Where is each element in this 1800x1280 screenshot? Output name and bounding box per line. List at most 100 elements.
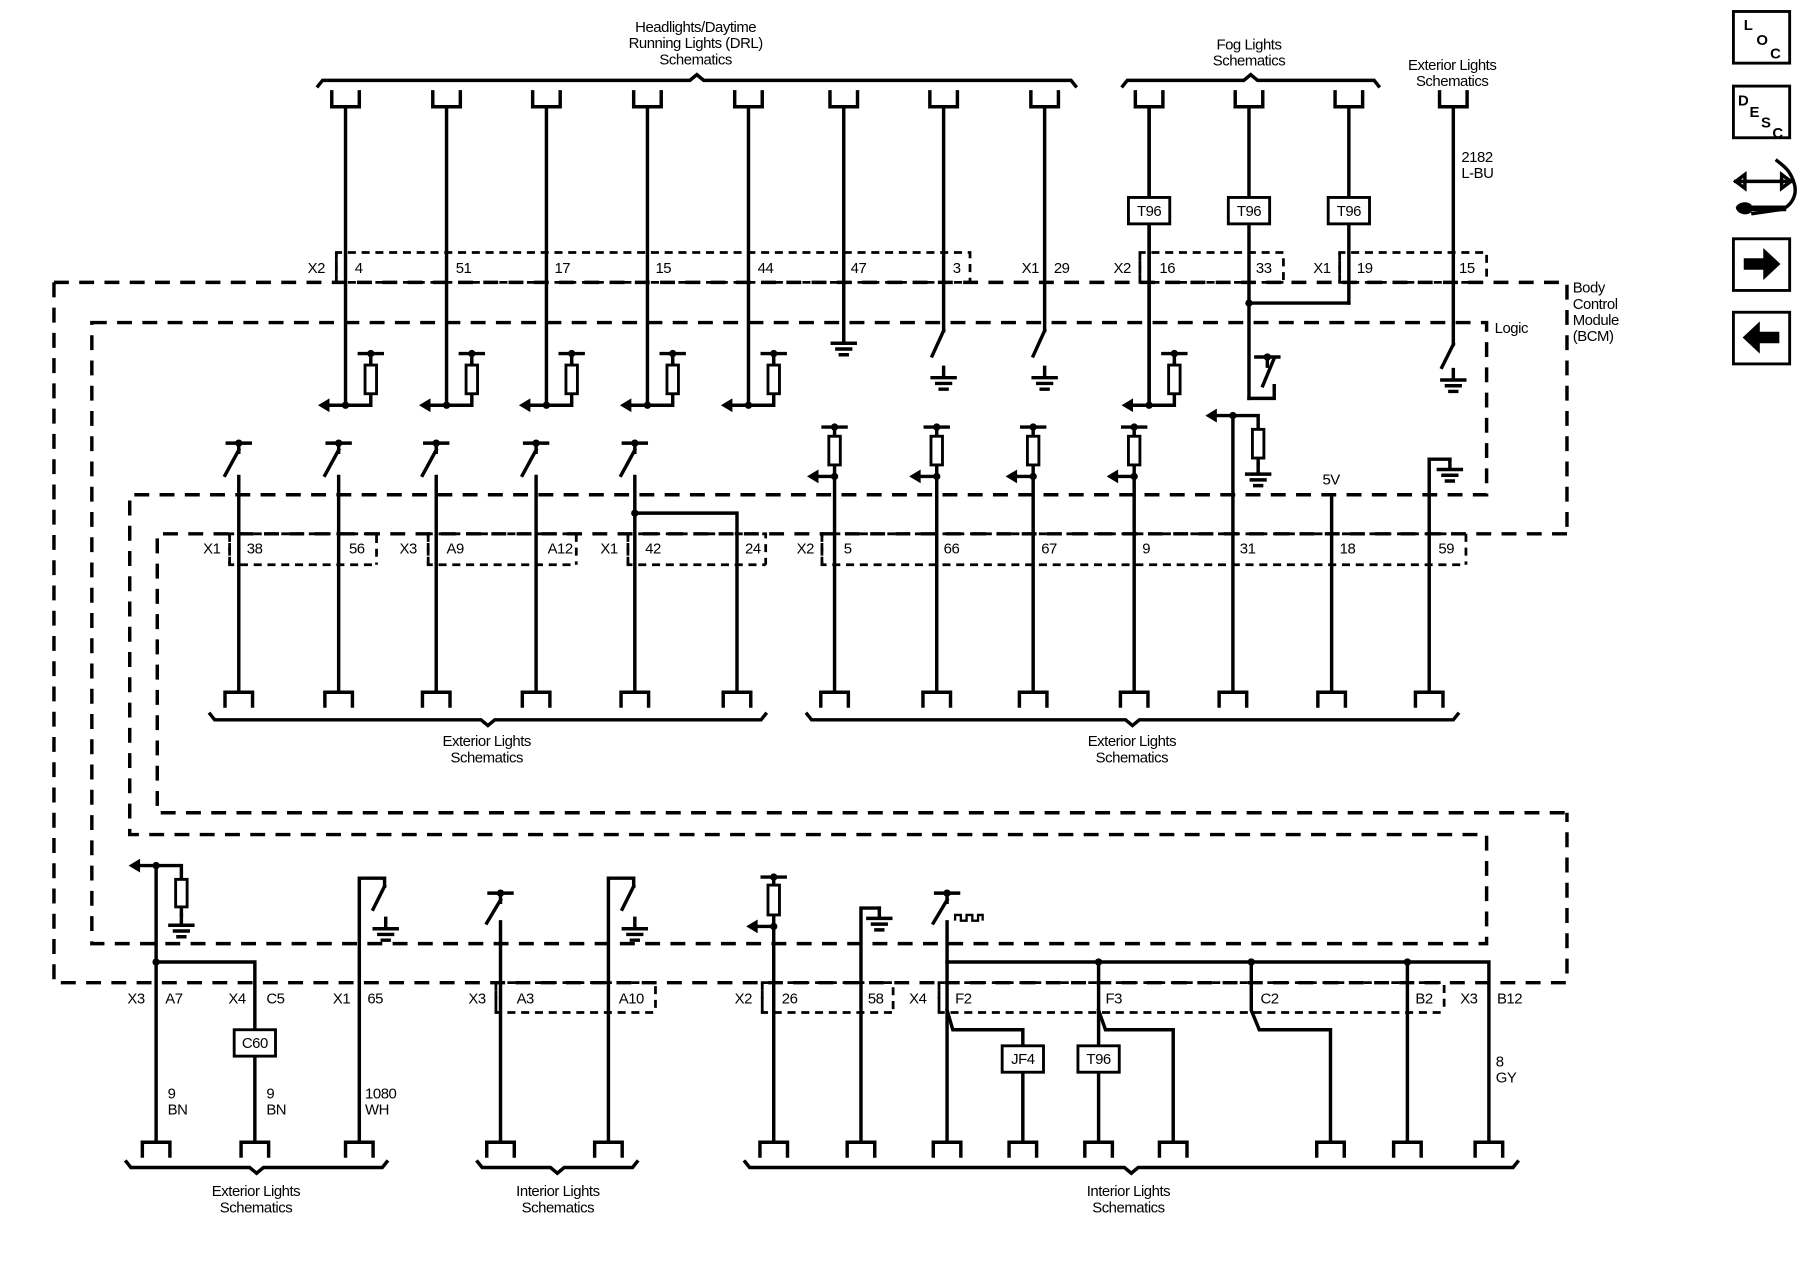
output-arrow-icon <box>619 398 632 413</box>
location-icon-letter: O <box>1756 32 1767 49</box>
resistor-icon <box>766 363 781 396</box>
group-brace <box>475 1159 640 1176</box>
splice-pack-box <box>1226 196 1272 226</box>
group-label: Schematics <box>1096 749 1168 766</box>
wire-color-code: BN <box>168 1102 188 1119</box>
pin-label: A9 <box>447 540 464 557</box>
connector-terminal-icon <box>1316 690 1348 708</box>
ground-icon <box>1244 462 1272 488</box>
wire <box>154 960 257 1032</box>
pin-label: 26 <box>782 990 798 1007</box>
pin-label: C2 <box>1260 990 1278 1007</box>
group-label: Schematics <box>451 749 523 766</box>
resistor-icon <box>1127 434 1142 467</box>
splice-pack-box <box>1326 196 1371 226</box>
wire <box>444 392 474 407</box>
wire-color-code: BN <box>266 1102 286 1119</box>
output-arrow-icon <box>1121 398 1134 413</box>
wire-circuit-number: 8 <box>1496 1053 1504 1070</box>
splice-dot <box>367 349 375 358</box>
group-label: Exterior Lights <box>443 733 531 750</box>
pin-label: 65 <box>367 990 383 1007</box>
module-name: Module <box>1573 312 1619 329</box>
group-label: Interior Lights <box>1087 1183 1170 1200</box>
connector-terminal-icon <box>721 690 753 708</box>
double-arrow-icon <box>1732 171 1794 192</box>
connector-terminal-icon <box>330 90 362 109</box>
location-icon-letter: L <box>1744 17 1753 34</box>
connector-terminal-icon <box>828 90 860 109</box>
wire <box>1096 1008 1175 1144</box>
pin-label: X4 <box>909 990 926 1007</box>
connector-terminal-icon <box>1017 690 1049 708</box>
previous-arrow-icon[interactable] <box>1742 321 1780 354</box>
splice-dot <box>496 889 505 897</box>
switch-contact-icon <box>619 883 636 912</box>
switch-contact-icon <box>618 447 638 478</box>
bcm-outline <box>52 282 1569 985</box>
group-label: Schematics <box>522 1199 594 1216</box>
splice-dot <box>1130 423 1138 431</box>
group-label: Interior Lights <box>516 1183 599 1200</box>
pwm-signal-icon <box>953 913 984 922</box>
supply-voltage-label: 5V <box>1322 471 1340 488</box>
wire-color-code: GY <box>1496 1070 1517 1087</box>
switch-contact-icon <box>222 447 242 478</box>
connector-terminal-icon <box>343 1140 375 1158</box>
connector-terminal-icon <box>1473 1140 1505 1158</box>
wire <box>645 392 675 407</box>
pin-label: 15 <box>655 260 671 277</box>
splice-dot <box>770 349 778 358</box>
splice-dot <box>1170 349 1179 358</box>
connector-terminal-icon <box>631 90 663 109</box>
location-icon-letter: C <box>1770 46 1781 63</box>
resistor-icon <box>564 363 579 396</box>
pin-label: 4 <box>355 260 363 277</box>
connector-terminal-icon <box>1083 1140 1115 1158</box>
next-arrow-icon[interactable] <box>1743 247 1781 281</box>
splice-pack-box <box>1127 196 1172 226</box>
group-brace <box>804 711 1461 728</box>
output-arrow-icon <box>1205 408 1217 423</box>
description-button[interactable] <box>1731 84 1792 140</box>
ground-icon <box>372 916 399 942</box>
pin-label: F3 <box>1105 990 1122 1007</box>
ground-icon <box>830 331 857 357</box>
pin-label: 66 <box>944 540 960 557</box>
pin-label: A10 <box>619 990 644 1007</box>
splice-dot <box>468 349 476 358</box>
connector-housing <box>228 533 377 567</box>
group-label: Fog Lights <box>1216 36 1281 53</box>
wire <box>1231 413 1260 432</box>
group-label: Schematics <box>659 51 731 68</box>
symbols <box>123 72 1521 1176</box>
pin-label: 19 <box>1357 260 1373 277</box>
splice-pack-box <box>232 1028 277 1058</box>
connector-housing <box>334 252 971 284</box>
wire <box>544 392 574 407</box>
switch-contact-icon <box>930 897 950 926</box>
connector-housing <box>494 982 656 1014</box>
resistor-icon <box>1025 434 1041 467</box>
splice-label: T96 <box>1337 203 1361 220</box>
switch-contact-icon <box>420 447 439 478</box>
wire-color-code: L-BU <box>1461 165 1493 182</box>
pin-label: A3 <box>517 990 534 1007</box>
pin-label: X1 <box>1022 260 1039 277</box>
wire <box>944 1008 1025 1048</box>
pin-label: 16 <box>1159 260 1175 277</box>
bcm-outline <box>155 532 1567 815</box>
splice-dot <box>631 439 639 447</box>
connector-terminal-icon <box>1391 1140 1423 1158</box>
next-button[interactable] <box>1731 237 1792 292</box>
resistor-icon <box>665 363 680 396</box>
connector-terminal-icon <box>819 690 851 708</box>
connector-housing <box>334 251 972 283</box>
pin-label: 51 <box>456 260 472 277</box>
pin-label: X2 <box>1114 260 1131 277</box>
connector-terminal-icon <box>520 690 552 708</box>
connector-terminal-icon <box>931 1140 963 1158</box>
location-button[interactable] <box>1731 10 1792 65</box>
group-label: Schematics <box>1416 73 1488 90</box>
